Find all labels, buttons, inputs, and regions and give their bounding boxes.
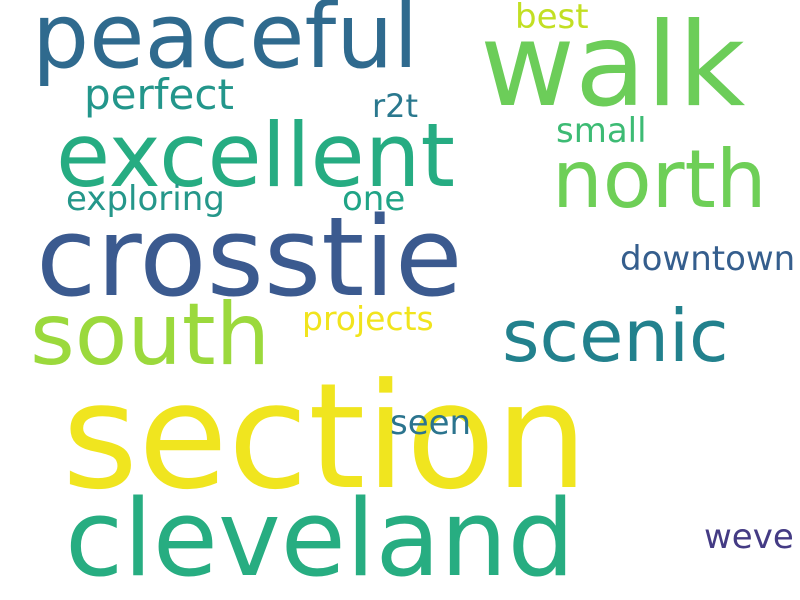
word-r2t: r2t	[372, 87, 419, 125]
word-weve: weve	[704, 517, 794, 557]
word-projects: projects	[302, 299, 434, 338]
word-cleveland: cleveland	[65, 477, 575, 600]
word-perfect: perfect	[84, 70, 234, 119]
word-walk: walk	[480, 0, 746, 133]
word-north: north	[552, 133, 767, 226]
word-exploring: exploring	[66, 179, 225, 219]
word-one: one	[342, 179, 406, 219]
word-excellent: excellent	[56, 104, 455, 207]
word-small: small	[556, 111, 647, 151]
word-downtown: downtown	[620, 239, 796, 279]
word-south: south	[30, 285, 271, 385]
word-seen: seen	[390, 403, 472, 443]
word-scenic: scenic	[502, 294, 729, 378]
word-crosstie: crosstie	[36, 193, 463, 321]
word-peaceful: peaceful	[32, 0, 419, 89]
word-best: best	[515, 0, 589, 37]
word-section: section	[62, 352, 588, 522]
